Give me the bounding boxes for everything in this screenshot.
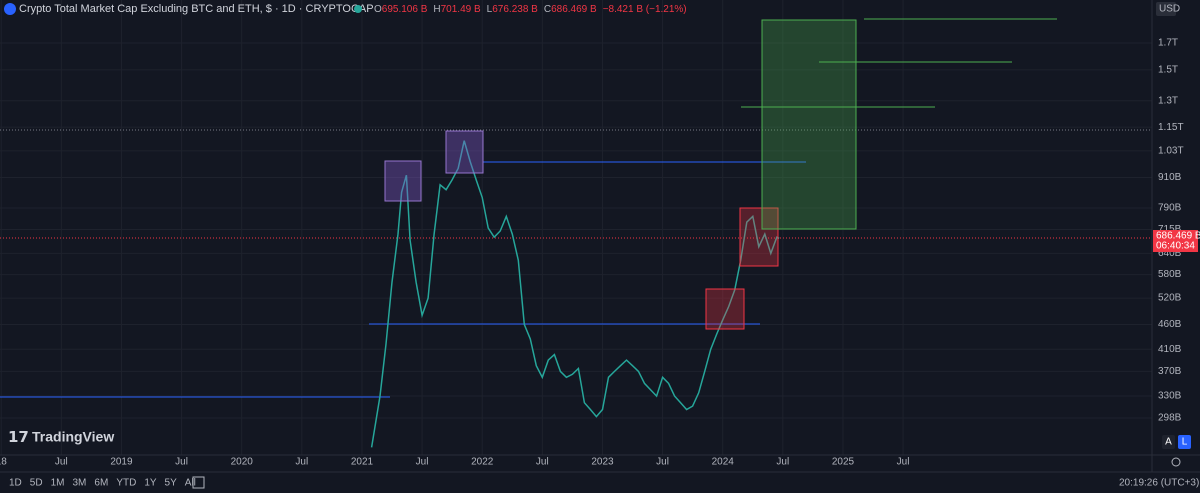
- currency-button[interactable]: [1156, 2, 1176, 16]
- x-tick-label: 2020: [231, 457, 254, 468]
- status-dot: [354, 5, 362, 13]
- ohlc-value: 701.49 B: [441, 4, 481, 15]
- last-price-badge: [1153, 230, 1198, 252]
- timeframes: 1D 5D 1M 3M 6M YTD 1Y 5Y All: [9, 478, 196, 489]
- x-tick-label: 2019: [110, 457, 133, 468]
- x-tick-label: 2024: [712, 457, 735, 468]
- ohlc-value: 695.106 B: [382, 4, 428, 15]
- last-price: 686.469 B: [1156, 231, 1200, 242]
- y-tick-label: 640B: [1158, 248, 1182, 259]
- y-tick-label: 715B: [1158, 224, 1182, 235]
- x-tick-label: 2023: [591, 457, 614, 468]
- x-tick-label: Jul: [416, 457, 429, 468]
- zone-box: [445, 130, 484, 174]
- clock: 20:19:26 (UTC+3): [1119, 478, 1199, 489]
- zone-box: [384, 160, 422, 202]
- scale-button[interactable]: [1178, 435, 1191, 449]
- y-tick-label: 1.7T: [1158, 38, 1178, 49]
- timeframe-button[interactable]: 1Y: [144, 478, 157, 489]
- price-line: [370, 140, 780, 448]
- ohlc-label: H: [433, 4, 440, 15]
- x-tick-label: Jul: [897, 457, 910, 468]
- ohlc-value: 686.469 B: [551, 4, 597, 15]
- x-tick-label: 2025: [832, 457, 855, 468]
- y-tick-label: 910B: [1158, 172, 1182, 183]
- timeframe-button[interactable]: YTD: [116, 478, 136, 489]
- target-box: [761, 19, 857, 230]
- x-tick-label: Jul: [536, 457, 549, 468]
- scale-button-label[interactable]: A: [1165, 437, 1172, 448]
- y-tick-label: 460B: [1158, 319, 1182, 330]
- ohlc-value: 676.238 B: [492, 4, 538, 15]
- timeframe-button[interactable]: 1D: [9, 478, 22, 489]
- countdown: 06:40:34: [1156, 241, 1195, 252]
- timeframe-button[interactable]: 1M: [51, 478, 65, 489]
- x-tick-label: Jul: [55, 457, 68, 468]
- timeframe-button[interactable]: All: [185, 478, 196, 489]
- timeframe-button[interactable]: 5D: [30, 478, 43, 489]
- y-tick-label: 1.3T: [1158, 95, 1178, 106]
- x-tick-label: 18: [0, 457, 7, 468]
- x-tick-label: Jul: [776, 457, 789, 468]
- brand-logo: 𝟭𝟳: [8, 429, 29, 446]
- x-tick-label: 2021: [351, 457, 374, 468]
- settings-icon[interactable]: [1171, 457, 1181, 467]
- timeframe-button[interactable]: 3M: [73, 478, 87, 489]
- timeframe-button[interactable]: 6M: [94, 478, 108, 489]
- zone-box: [739, 207, 779, 267]
- timeframe-button[interactable]: 5Y: [165, 478, 178, 489]
- y-tick-label: 1.15T: [1158, 122, 1184, 133]
- scale-button-label[interactable]: L: [1182, 437, 1188, 448]
- x-tick-label: Jul: [175, 457, 188, 468]
- ohlc-label: C: [544, 4, 551, 15]
- axes: 1.7T 1.5T 1.3T 1.15T 1.03T 910B 790B 715B 640B 58…: [0, 38, 1184, 468]
- change: −8.421 B (−1.21%): [603, 4, 687, 15]
- title: Crypto Total Market Cap Excluding BTC an…: [19, 3, 374, 15]
- symbol-icon: [4, 3, 16, 15]
- zone-box: [705, 288, 745, 330]
- y-tick-label: 298B: [1158, 413, 1182, 424]
- currency[interactable]: USD: [1159, 4, 1180, 15]
- y-tick-label: 1.5T: [1158, 65, 1178, 76]
- ohlc: O695.106 B H701.49 B L676.238 B C686.469 B −…: [374, 4, 687, 15]
- y-tick-label: 580B: [1158, 269, 1182, 280]
- x-tick-label: Jul: [295, 457, 308, 468]
- ohlc-label: L: [487, 4, 493, 15]
- y-tick-label: 1.03T: [1158, 146, 1184, 157]
- x-tick-label: 2022: [471, 457, 494, 468]
- branding: TradingView: [32, 429, 114, 445]
- scale-button[interactable]: [1162, 435, 1175, 449]
- y-tick-label: 370B: [1158, 366, 1182, 377]
- y-tick-label: 520B: [1158, 293, 1182, 304]
- y-tick-label: 790B: [1158, 203, 1182, 214]
- date-range-icon[interactable]: [192, 476, 205, 489]
- y-tick-label: 410B: [1158, 344, 1182, 355]
- ohlc-label: O: [374, 4, 382, 15]
- price-series: [370, 140, 780, 448]
- y-tick-label: 330B: [1158, 391, 1182, 402]
- x-tick-label: Jul: [656, 457, 669, 468]
